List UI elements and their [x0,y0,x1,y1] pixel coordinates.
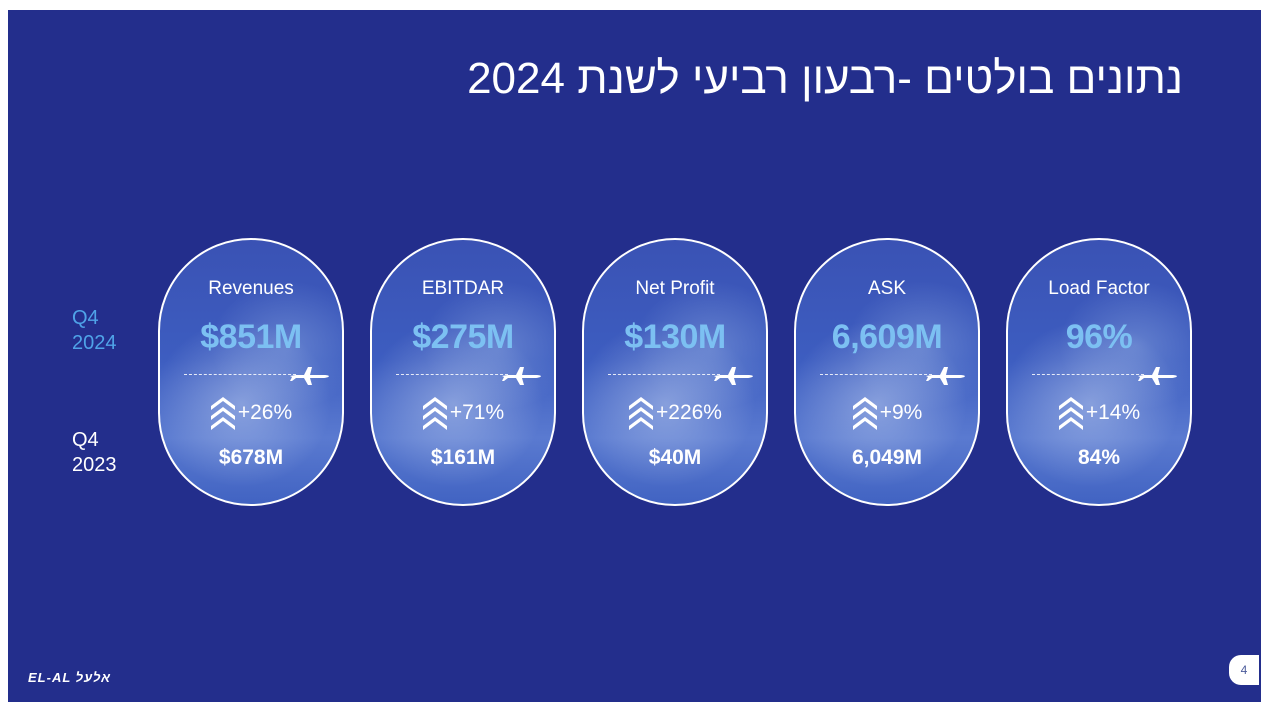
kpi-change-value: +71% [449,401,505,424]
kpi-name: Revenues [208,278,294,299]
dashed-divider [608,374,720,375]
page-number: 4 [1229,655,1259,685]
kpi-current-value: $851M [200,318,302,356]
kpi-current-value: $275M [412,318,514,356]
row-label-current-quarter: Q4 [72,307,99,329]
row-label-previous-year: 2023 [72,454,117,476]
chevron-up-icon [1058,397,1083,430]
kpi-change: +226% [584,396,766,430]
chevron-up-icon [852,397,877,430]
airplane-icon [290,367,329,385]
kpi-name: ASK [867,278,907,299]
kpi-name: Net Profit [635,278,715,299]
row-label-previous: Q4 2023 [72,428,117,478]
kpi-change: +26% [160,396,342,430]
kpi-change: +71% [372,396,554,430]
kpi-previous-value: $678M [218,446,284,469]
kpi-card-ask: ASK 6,609M +9% 6,049M [794,238,980,506]
kpi-previous-value: $40M [648,446,702,469]
slide-title: נתונים בולטים -רבעון רביעי לשנת 2024 [467,54,1183,103]
row-label-previous-quarter: Q4 [72,429,99,451]
chevron-up-icon [210,397,235,430]
kpi-change-value: +14% [1085,401,1141,424]
kpi-card-ebitdar: EBITDAR $275M +71% $161M [370,238,556,506]
kpi-change-value: +9% [879,401,923,424]
elal-logo: EL-AL אלעל [28,670,112,685]
slide: נתונים בולטים -רבעון רביעי לשנת 2024 Q4 … [8,10,1261,702]
kpi-current-value: 6,609M [831,318,943,356]
airplane-icon [1138,367,1177,385]
airplane-icon [502,367,541,385]
row-label-current: Q4 2024 [72,306,117,356]
kpi-card-load-factor: Load Factor 96% +14% 84% [1006,238,1192,506]
kpi-card-net-profit: Net Profit $130M +226% $40M [582,238,768,506]
kpi-previous-value: $161M [430,446,496,469]
dashed-divider [1032,374,1144,375]
chevron-up-icon [422,397,447,430]
kpi-name: Load Factor [1048,278,1150,299]
kpi-change: +14% [1008,396,1190,430]
kpi-card-revenues: Revenues $851M +26% $678M [158,238,344,506]
dashed-divider [396,374,508,375]
kpi-current-value: $130M [624,318,726,356]
dashed-divider [184,374,296,375]
kpi-previous-value: 84% [1077,446,1121,469]
kpi-name: EBITDAR [421,278,505,299]
row-label-current-year: 2024 [72,332,117,354]
chevron-up-icon [629,397,653,430]
kpi-change-value: +26% [237,401,293,424]
kpi-change: +9% [796,396,978,430]
airplane-icon [926,367,965,385]
dashed-divider [820,374,932,375]
kpi-current-value: 96% [1065,318,1133,356]
kpi-change-value: +226% [656,401,722,424]
airplane-icon [714,367,753,385]
kpi-previous-value: 6,049M [851,446,923,469]
